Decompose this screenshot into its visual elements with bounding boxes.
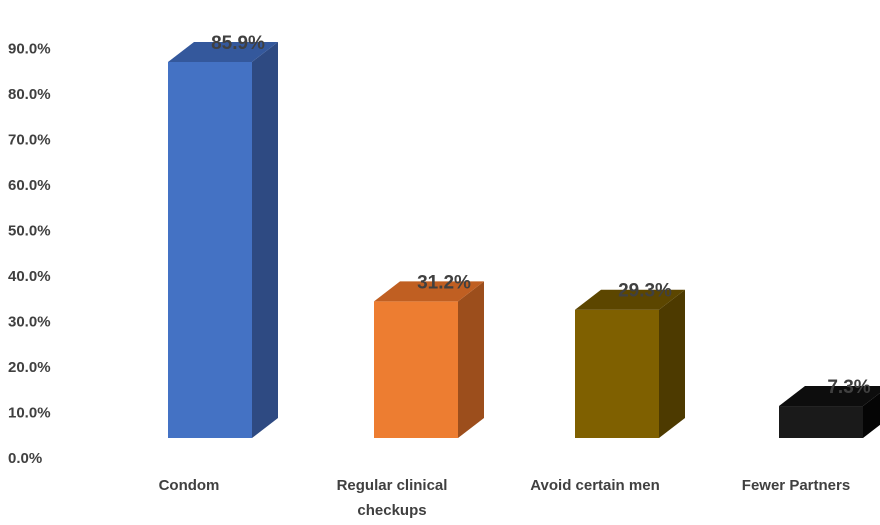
y-tick-label: 80.0%: [8, 86, 51, 103]
y-tick-label: 0.0%: [8, 450, 42, 467]
category-label: Condom: [159, 477, 220, 494]
data-label: 31.2%: [417, 272, 471, 293]
category-labels: Condom Regular clinical checkups Avoid cert…: [159, 477, 851, 519]
y-tick-label: 40.0%: [8, 268, 51, 285]
bar-top: [168, 41, 278, 62]
bars: 85.9% 31.2% 29.3% 7.3%: [168, 33, 880, 439]
bar-side: [659, 289, 685, 438]
data-label: 85.9%: [211, 33, 265, 54]
bar-front: [168, 61, 252, 439]
y-tick-label: 50.0%: [8, 223, 51, 240]
y-tick-label: 90.0%: [8, 41, 51, 58]
bar-side: [252, 41, 278, 439]
y-tick-label: 70.0%: [8, 132, 51, 149]
y-tick-label: 20.0%: [8, 359, 51, 376]
bar-side: [458, 281, 484, 438]
bar-front: [575, 309, 659, 438]
bar-front: [779, 406, 863, 438]
y-tick-label: 30.0%: [8, 314, 51, 331]
y-axis: 0.0% 10.0% 20.0% 30.0% 40.0% 50.0% 60.0% 70.0% 8…: [8, 41, 51, 468]
y-tick-label: 10.0%: [8, 405, 51, 422]
bar-top: [779, 386, 880, 407]
category-label: Regular clinical checkups: [337, 477, 448, 519]
bar-top: [575, 289, 685, 310]
bar-top: [374, 281, 484, 302]
data-label: 29.3%: [618, 281, 672, 302]
category-label: Avoid certain men: [530, 477, 659, 494]
bar-front: [374, 301, 458, 438]
bar-side: [863, 392, 880, 438]
category-label: Fewer Partners: [742, 477, 850, 494]
data-label: 7.3%: [827, 377, 870, 398]
y-tick-label: 60.0%: [8, 177, 51, 194]
